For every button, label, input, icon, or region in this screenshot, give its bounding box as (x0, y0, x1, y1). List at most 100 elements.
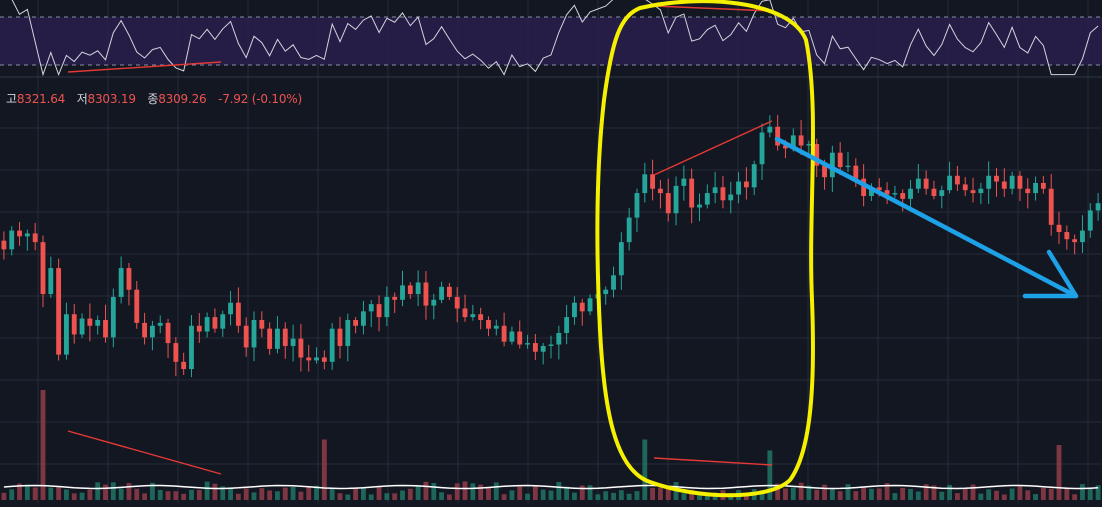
candle-body (196, 325, 202, 332)
volume-bar (923, 484, 929, 500)
volume-bar (1087, 488, 1093, 500)
candle-body (470, 314, 476, 318)
candle-body (657, 188, 663, 194)
candle-body (1040, 182, 1046, 189)
volume-bar (32, 487, 38, 500)
trend-arrow-line (774, 136, 1077, 298)
candle-body (548, 344, 554, 346)
candle-body (908, 188, 913, 199)
candle-body (134, 289, 140, 323)
candle-body (618, 242, 624, 276)
candle-body (861, 178, 867, 196)
candle-body (501, 325, 507, 342)
candle-body (970, 190, 976, 194)
candle-body (1025, 188, 1031, 194)
candle-body (704, 193, 710, 205)
volume-bar (657, 487, 663, 500)
candle-body (689, 178, 695, 208)
volume-bar (275, 491, 280, 500)
candle-body (1048, 188, 1054, 225)
candle-body (743, 181, 749, 188)
candle-body (806, 144, 812, 146)
candle-body (110, 296, 116, 338)
volume-bar (642, 439, 648, 500)
volume-bar (845, 484, 851, 500)
volume-bar (1072, 494, 1078, 500)
volume-bar (1033, 494, 1038, 500)
volume-bar (986, 489, 992, 500)
volume-bar (603, 491, 609, 500)
volume-bar (400, 490, 405, 500)
candle-body (517, 331, 523, 345)
candle-body (40, 242, 46, 295)
volume-bar (532, 486, 538, 500)
volume-bar (306, 486, 312, 500)
candle-body (235, 302, 241, 326)
volume-divergence-line-left (67, 430, 222, 475)
candle-body (259, 320, 265, 329)
volume-bar (525, 493, 530, 500)
candle-body (720, 187, 726, 201)
candle-body (751, 164, 757, 188)
candle-body (165, 322, 171, 344)
candle-body (697, 204, 702, 208)
candle-body (1072, 239, 1078, 243)
volume-bar (392, 493, 398, 500)
candle-body (181, 361, 187, 370)
candle-body (118, 268, 124, 297)
volume-bar (454, 483, 460, 500)
volume-bar (994, 490, 999, 500)
volume-bar (908, 488, 913, 500)
volume-bar (1064, 487, 1070, 500)
candle-body (681, 178, 687, 186)
volume-bar (1095, 485, 1101, 500)
highlight-ellipse (595, 0, 816, 498)
volume-bar (611, 492, 616, 500)
candle-body (822, 165, 827, 178)
volume-bar (314, 485, 319, 500)
candle-body (642, 174, 648, 194)
volume-bar (439, 492, 445, 500)
volume-bar (767, 450, 773, 500)
volume-bar (142, 493, 148, 500)
candle-body (626, 217, 632, 243)
candle-body (1087, 210, 1093, 231)
candle-body (368, 304, 374, 312)
candle-body (439, 286, 445, 300)
candle-body (845, 165, 851, 168)
volume-bar (361, 488, 366, 500)
volume-bar (470, 483, 476, 500)
volume-bar (196, 489, 202, 500)
volume-bar (540, 489, 546, 500)
volume-bar (1080, 484, 1085, 500)
candle-body (329, 328, 335, 362)
candle-body (923, 178, 929, 189)
candle-body (204, 317, 210, 332)
volume-bar (892, 493, 898, 500)
candle-body (572, 302, 577, 318)
volume-bar (24, 484, 30, 500)
candle-body (384, 296, 390, 318)
volume-bar (759, 490, 765, 500)
candle-body (892, 193, 898, 195)
candle-body (149, 325, 155, 338)
volume-bar (798, 482, 804, 500)
volume-bar (501, 494, 507, 500)
volume-bar (650, 487, 656, 500)
candle-body (400, 285, 405, 300)
volume-bar (634, 491, 640, 500)
volume-bar (126, 483, 132, 500)
volume-bar (829, 488, 835, 500)
candle-body (712, 187, 718, 194)
candle-body (24, 233, 30, 237)
volume-bar (189, 489, 194, 500)
candle-body (540, 345, 546, 352)
high-value: 8321.64 (16, 92, 66, 106)
candle-body (142, 322, 148, 338)
volume-bar (204, 481, 210, 500)
volume-bar (368, 494, 374, 500)
volume-bar (235, 493, 241, 500)
volume-bar (954, 493, 960, 500)
